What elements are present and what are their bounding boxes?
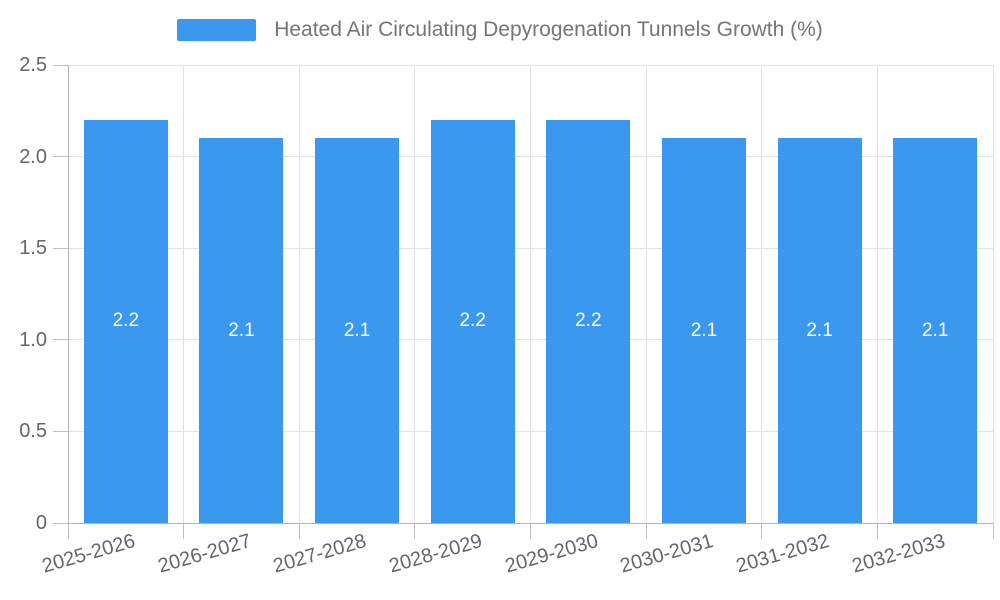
y-axis-tick-label: 1.5 [19, 237, 47, 260]
bar[interactable]: 2.2 [430, 119, 515, 523]
bar[interactable]: 2.2 [83, 119, 168, 523]
gridline [414, 65, 416, 523]
y-tick-mark [53, 339, 68, 341]
x-axis-tick-label: 2025-2026 [39, 530, 138, 578]
y-axis-line [67, 65, 69, 524]
x-tick-mark [992, 523, 994, 539]
y-axis-tick-label: 0.5 [19, 420, 47, 443]
y-axis-tick-label: 1.0 [19, 328, 47, 351]
bar[interactable]: 2.1 [661, 138, 746, 523]
gridline [298, 65, 300, 523]
bar[interactable]: 2.1 [199, 138, 284, 523]
legend-label: Heated Air Circulating Depyrogenation Tu… [274, 18, 823, 41]
bar-value-label: 2.1 [343, 319, 371, 341]
y-axis-tick-label: 0 [35, 512, 47, 534]
legend-swatch [177, 19, 257, 41]
x-tick-mark [183, 523, 185, 539]
bar-value-label: 2.1 [690, 319, 718, 341]
y-tick-mark [53, 430, 68, 432]
gridline [992, 65, 994, 523]
bar-value-label: 2.2 [575, 310, 602, 332]
bar-value-label: 2.1 [228, 319, 255, 341]
x-axis-tick-label: 2029-2030 [502, 530, 601, 578]
gridline [530, 65, 531, 523]
y-axis-tick-label: 2.0 [19, 145, 47, 168]
x-axis-tick-label: 2026-2027 [155, 530, 254, 578]
bar[interactable]: 2.1 [315, 138, 400, 523]
x-axis-line [68, 522, 993, 524]
gridline [645, 65, 647, 523]
x-tick-mark [298, 523, 300, 539]
x-tick-mark [530, 523, 531, 539]
bar-value-label: 2.1 [806, 319, 833, 341]
bar-value-label: 2.2 [459, 310, 486, 332]
y-tick-mark [53, 522, 68, 524]
y-tick-mark [53, 247, 68, 249]
legend[interactable]: Heated Air Circulating Depyrogenation Tu… [0, 18, 1000, 42]
bar[interactable]: 2.1 [893, 138, 978, 523]
x-axis-tick-label: 2032-2033 [849, 530, 948, 578]
y-axis-tick-label: 2.5 [19, 54, 47, 76]
x-axis-tick-label: 2027-2028 [271, 530, 370, 578]
y-tick-mark [53, 156, 68, 158]
x-axis-tick-label: 2031-2032 [733, 530, 832, 578]
y-tick-mark [53, 64, 68, 66]
bar-value-label: 2.1 [921, 319, 949, 341]
x-tick-mark [645, 523, 647, 539]
gridline [183, 65, 185, 523]
x-axis-tick-label: 2030-2031 [617, 530, 717, 578]
bar[interactable]: 2.1 [777, 138, 862, 523]
x-axis-tick-label: 2028-2029 [386, 530, 485, 578]
x-tick-mark [876, 523, 878, 539]
gridline [761, 65, 763, 523]
x-tick-mark [67, 523, 69, 539]
x-tick-mark [761, 523, 763, 539]
bar[interactable]: 2.2 [546, 119, 631, 523]
x-tick-mark [414, 523, 416, 539]
gridline [876, 65, 878, 523]
bar-value-label: 2.2 [112, 310, 140, 332]
